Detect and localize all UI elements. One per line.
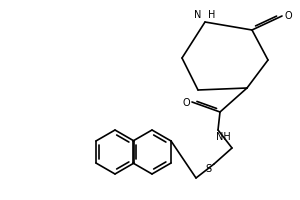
Text: H: H	[208, 10, 215, 20]
Text: O: O	[182, 98, 190, 108]
Text: S: S	[205, 164, 211, 174]
Text: N: N	[194, 10, 201, 20]
Text: NH: NH	[216, 132, 230, 142]
Text: O: O	[284, 11, 292, 21]
